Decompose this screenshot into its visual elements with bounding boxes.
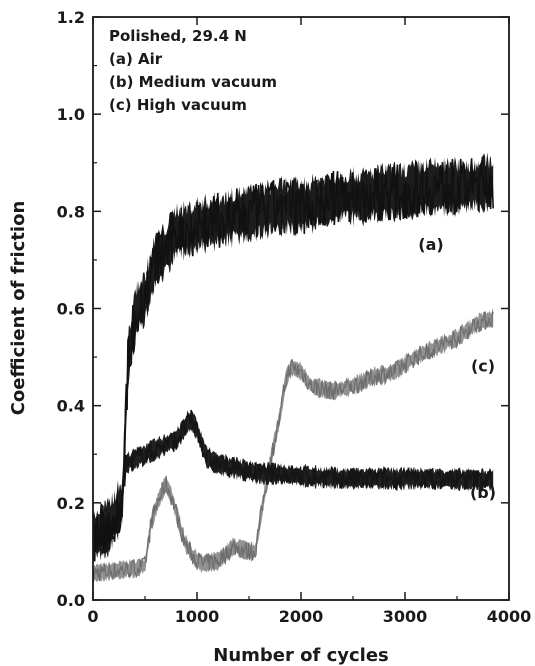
legend-line: (c) High vacuum: [109, 96, 247, 114]
series-band-c: [93, 308, 494, 583]
series-a: [92, 152, 494, 563]
series-band-a: [93, 152, 494, 563]
y-tick-label: 0.8: [57, 202, 85, 221]
legend-line: Polished, 29.4 N: [109, 27, 247, 45]
x-tick-label: 0: [87, 607, 98, 626]
annotation-layer: (a) (c) (b): [418, 235, 496, 502]
y-tick-label: 1.0: [57, 105, 85, 124]
y-tick-label: 0.0: [57, 591, 85, 610]
series-b: [92, 409, 494, 553]
series-c: [92, 308, 494, 583]
x-tick-label: 2000: [279, 607, 324, 626]
x-axis-label: Number of cycles: [213, 645, 389, 666]
series-annotation: (b): [470, 483, 496, 502]
y-tick-label: 0.4: [57, 397, 85, 416]
series-annotation: (a): [418, 235, 443, 254]
y-tick-label: 0.2: [57, 494, 85, 513]
legend: Polished, 29.4 N (a) Air (b) Medium vacuum…: [109, 27, 277, 114]
x-tick-label: 3000: [383, 607, 428, 626]
series-line-a: [92, 156, 494, 562]
series-annotation: (c): [471, 357, 495, 376]
x-tick-label: 4000: [487, 607, 532, 626]
y-tick-label: 0.6: [57, 300, 85, 319]
x-tick-label: 1000: [175, 607, 220, 626]
y-tick-label: 1.2: [57, 8, 85, 27]
y-axis-label: Coefficient of friction: [8, 201, 29, 416]
legend-line: (b) Medium vacuum: [109, 73, 277, 91]
series-line-b: [92, 409, 494, 550]
series-line-c: [92, 311, 494, 582]
legend-line: (a) Air: [109, 50, 163, 68]
series-layer: [92, 152, 494, 583]
tick-layer: 0 1000 2000 3000 4000 0.0 0.2 0.4 0.6 0.8 1.0 1.2: [57, 8, 532, 626]
